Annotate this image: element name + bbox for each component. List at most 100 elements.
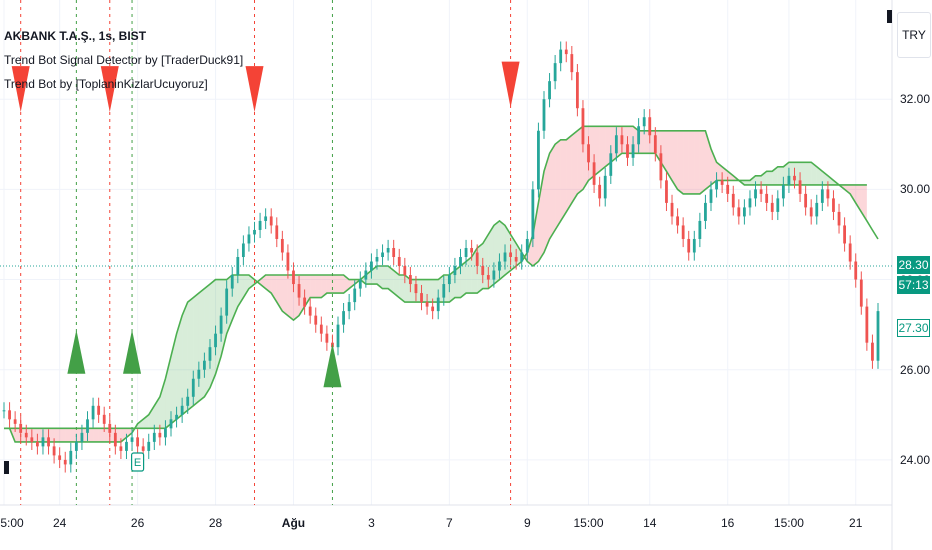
- candle-body-123: [687, 238, 691, 253]
- legend-indicator-1[interactable]: Trend Bot Signal Detector by [TraderDuck…: [4, 53, 244, 67]
- candle-body-58: [325, 333, 329, 343]
- candle-body-122: [681, 225, 685, 239]
- cloud-segment-70: [393, 270, 400, 298]
- candle-body-114: [637, 126, 641, 145]
- candle-body-135: [754, 189, 757, 199]
- candle-body-7: [41, 437, 45, 447]
- cloud-segment-11: [65, 428, 71, 442]
- cloud-segment-148: [827, 175, 834, 185]
- cloud-segment-94: [527, 234, 533, 267]
- candle-body-28: [158, 432, 162, 438]
- cloud-segment-12: [70, 428, 77, 442]
- candle-body-111: [620, 135, 624, 145]
- candle-body-75: [420, 293, 423, 303]
- candle-body-139: [776, 198, 780, 212]
- candle-body-94: [525, 238, 529, 253]
- cloud-segment-145: [811, 162, 817, 185]
- scroll-handle-bottom[interactable]: [4, 461, 9, 474]
- candle-body-115: [642, 117, 646, 127]
- cloud-segment-154: [861, 184, 867, 221]
- candle-body-97: [542, 99, 546, 131]
- cloud-segment-115: [644, 130, 650, 154]
- cloud-segment-102: [571, 130, 578, 203]
- candle-body-5: [30, 437, 34, 442]
- x-tick-label-9: 14: [643, 516, 657, 530]
- candle-body-35: [197, 369, 201, 379]
- cloud-segment-55: [310, 275, 316, 298]
- candle-body-4: [24, 432, 28, 438]
- candle-body-6: [36, 441, 39, 447]
- cloud-segment-121: [677, 130, 684, 194]
- candle-body-105: [587, 144, 590, 163]
- cloud-segment-69: [388, 266, 394, 294]
- signal-sell-2: [245, 66, 264, 113]
- cloud-segment-38: [215, 279, 222, 375]
- signal-sell-1: [100, 66, 119, 113]
- candle-body-92: [514, 257, 518, 262]
- candle-body-134: [748, 198, 752, 208]
- x-tick-label-0: 5:00: [0, 516, 24, 530]
- candle-body-27: [152, 432, 156, 442]
- cloud-segment-130: [727, 171, 734, 181]
- candle-body-95: [531, 189, 535, 239]
- candle-body-136: [759, 189, 763, 194]
- x-tick-label-2: 26: [130, 516, 145, 530]
- cloud-segment-57: [321, 275, 327, 298]
- x-tick-label-11: 15:00: [773, 516, 804, 530]
- candle-body-86: [481, 266, 485, 276]
- candle-body-155: [865, 306, 869, 343]
- cloud-segment-97: [543, 153, 550, 253]
- cloud-segment-101: [566, 135, 572, 212]
- cloud-segment-98: [549, 144, 556, 239]
- cloud-segment-122: [683, 130, 689, 194]
- cloud-line-a: [4, 125, 867, 430]
- cloud-segment-134: [749, 175, 756, 185]
- cloud-segment-22: [126, 428, 133, 438]
- cloud-segment-49: [276, 275, 283, 312]
- cloud-segment-128: [716, 162, 723, 181]
- candle-body-128: [715, 180, 718, 190]
- cloud-segment-67: [376, 266, 383, 289]
- candle-body-107: [598, 184, 602, 199]
- candle-body-91: [509, 252, 512, 258]
- candle-body-73: [408, 275, 412, 285]
- legend-symbol[interactable]: AKBANK T.A.Ş., 1s, BIST: [4, 29, 147, 43]
- cloud-segment-76: [427, 279, 433, 303]
- candle-body-140: [781, 184, 785, 199]
- candle-body-41: [230, 275, 234, 289]
- candle-body-125: [698, 220, 702, 239]
- candle-body-47: [264, 216, 268, 221]
- candle-body-12: [69, 450, 73, 465]
- candle-body-14: [80, 432, 84, 442]
- last-price-tag: 28.30: [897, 256, 930, 274]
- countdown-tag: 57:13: [897, 276, 930, 294]
- candle-body-16: [91, 405, 95, 420]
- currency-button[interactable]: TRY: [897, 12, 931, 58]
- candle-body-96: [537, 130, 540, 190]
- cloud-segment-9: [54, 428, 60, 442]
- cloud-segment-99: [555, 139, 561, 230]
- candle-body-71: [397, 257, 401, 267]
- legend-indicator-2[interactable]: Trend Bot by [ToplaninKizlarUcuyoruz]: [4, 77, 208, 91]
- cloud-line-b: [4, 152, 879, 443]
- candle-body-104: [581, 108, 585, 145]
- candle-body-148: [826, 189, 830, 199]
- candle-body-21: [119, 446, 123, 451]
- candle-body-65: [364, 270, 368, 280]
- cloud-segment-16: [93, 428, 99, 442]
- cloud-segment-47: [265, 275, 272, 294]
- cloud-segment-125: [699, 130, 706, 194]
- candle-body-32: [180, 405, 184, 415]
- cloud-segment-153: [855, 184, 862, 212]
- candle-body-72: [403, 266, 407, 276]
- cloud-segment-62: [349, 279, 355, 289]
- cloud-segment-24: [137, 419, 144, 429]
- candle-body-106: [592, 162, 596, 185]
- candle-body-25: [141, 446, 145, 451]
- candle-body-78: [436, 297, 440, 312]
- candle-body-31: [175, 414, 178, 420]
- candle-body-76: [425, 302, 429, 307]
- candle-body-116: [648, 117, 652, 136]
- scroll-handle-top[interactable]: [887, 10, 892, 23]
